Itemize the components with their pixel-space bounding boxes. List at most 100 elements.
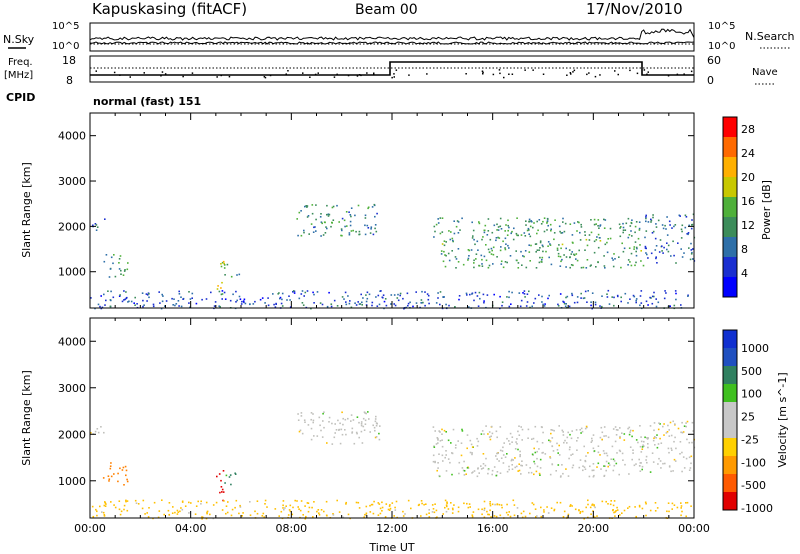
- echo-cell: [538, 448, 540, 450]
- echo-cell: [461, 428, 463, 431]
- echo-cell: [563, 230, 566, 233]
- echo-cell: [604, 243, 607, 246]
- echo-cell: [605, 469, 607, 472]
- echo-cell: [384, 298, 387, 300]
- echo-cell: [402, 510, 404, 513]
- echo-cell: [377, 502, 380, 504]
- echo-cell: [243, 301, 245, 304]
- echo-cell: [526, 229, 529, 232]
- echo-cell: [110, 256, 113, 259]
- echo-cell: [541, 452, 543, 454]
- echo-cell: [591, 503, 594, 506]
- echo-cell: [463, 460, 465, 463]
- echo-cell: [687, 233, 689, 236]
- echo-cell: [653, 437, 655, 439]
- echo-cell: [375, 230, 378, 233]
- echo-cell: [396, 297, 399, 299]
- echo-cell: [90, 432, 92, 434]
- echo-cell: [534, 462, 536, 465]
- echo-cell: [647, 437, 649, 439]
- echo-cell: [668, 435, 671, 437]
- echo-cell: [331, 422, 333, 425]
- echo-cell: [661, 250, 663, 252]
- echo-cell: [647, 257, 649, 259]
- echo-cell: [174, 511, 176, 514]
- echo-cell: [374, 227, 376, 230]
- echo-cell: [562, 472, 564, 475]
- echo-cell: [502, 462, 505, 464]
- echo-cell: [564, 439, 566, 442]
- echo-cell: [176, 509, 179, 512]
- echo-cell: [627, 236, 630, 239]
- echo-cell: [119, 255, 122, 257]
- echo-cell: [478, 472, 480, 474]
- echo-cell: [436, 516, 438, 518]
- echo-cell: [639, 462, 642, 464]
- echo-cell: [487, 513, 489, 516]
- x-tick-label: 20:00: [577, 522, 609, 535]
- echo-cell: [282, 504, 284, 507]
- echo-cell: [670, 470, 672, 473]
- echo-cell: [294, 499, 296, 502]
- echo-cell: [496, 503, 498, 506]
- echo-cell: [567, 513, 570, 516]
- echo-cell: [242, 300, 245, 302]
- echo-cell: [596, 236, 598, 238]
- echo-cell: [222, 491, 225, 493]
- echo-cell: [546, 220, 549, 222]
- echo-cell: [370, 503, 373, 506]
- echo-cell: [434, 503, 436, 505]
- echo-cell: [124, 465, 127, 468]
- echo-cell: [639, 425, 641, 427]
- echo-cell: [497, 229, 500, 231]
- echo-cell: [624, 463, 626, 466]
- echo-cell: [643, 440, 645, 443]
- echo-cell: [337, 419, 339, 422]
- echo-cell: [303, 229, 305, 232]
- echo-cell: [613, 304, 615, 307]
- echo-cell: [508, 468, 510, 471]
- echo-cell: [125, 500, 127, 503]
- echo-cell: [394, 509, 397, 511]
- echo-cell: [542, 451, 544, 454]
- echo-cell: [488, 513, 490, 516]
- echo-cell: [489, 503, 491, 505]
- echo-cell: [605, 435, 607, 437]
- echo-cell: [345, 433, 347, 436]
- echo-cell: [322, 234, 325, 236]
- echo-cell: [477, 440, 480, 443]
- echo-cell: [171, 297, 173, 300]
- echo-cell: [473, 259, 475, 262]
- echo-cell: [652, 214, 654, 216]
- echo-cell: [326, 514, 328, 517]
- echo-cell: [107, 290, 109, 292]
- echo-cell: [118, 258, 121, 260]
- echo-cell: [119, 513, 122, 516]
- echo-cell: [483, 433, 485, 435]
- echo-cell: [341, 411, 343, 414]
- echo-cell: [580, 297, 582, 299]
- nave-dip-mark: [263, 76, 266, 78]
- echo-cell: [292, 506, 294, 509]
- echo-cell: [651, 232, 654, 234]
- echo-cell: [502, 454, 505, 456]
- echo-cell: [601, 295, 603, 297]
- echo-cell: [273, 303, 275, 306]
- echo-cell: [327, 213, 330, 215]
- echo-cell: [221, 491, 223, 493]
- echo-cell: [347, 417, 349, 420]
- echo-cell: [506, 470, 509, 473]
- echo-cell: [95, 224, 98, 226]
- echo-cell: [618, 449, 621, 452]
- echo-cell: [509, 515, 512, 518]
- echo-cell: [220, 486, 223, 488]
- echo-cell: [634, 264, 636, 267]
- echo-cell: [279, 297, 281, 300]
- echo-cell: [640, 260, 642, 262]
- echo-cell: [691, 441, 693, 444]
- echo-cell: [342, 423, 344, 426]
- echo-cell: [102, 511, 105, 514]
- nave-dip-mark: [129, 76, 131, 78]
- echo-cell: [627, 427, 629, 430]
- echo-cell: [603, 218, 605, 221]
